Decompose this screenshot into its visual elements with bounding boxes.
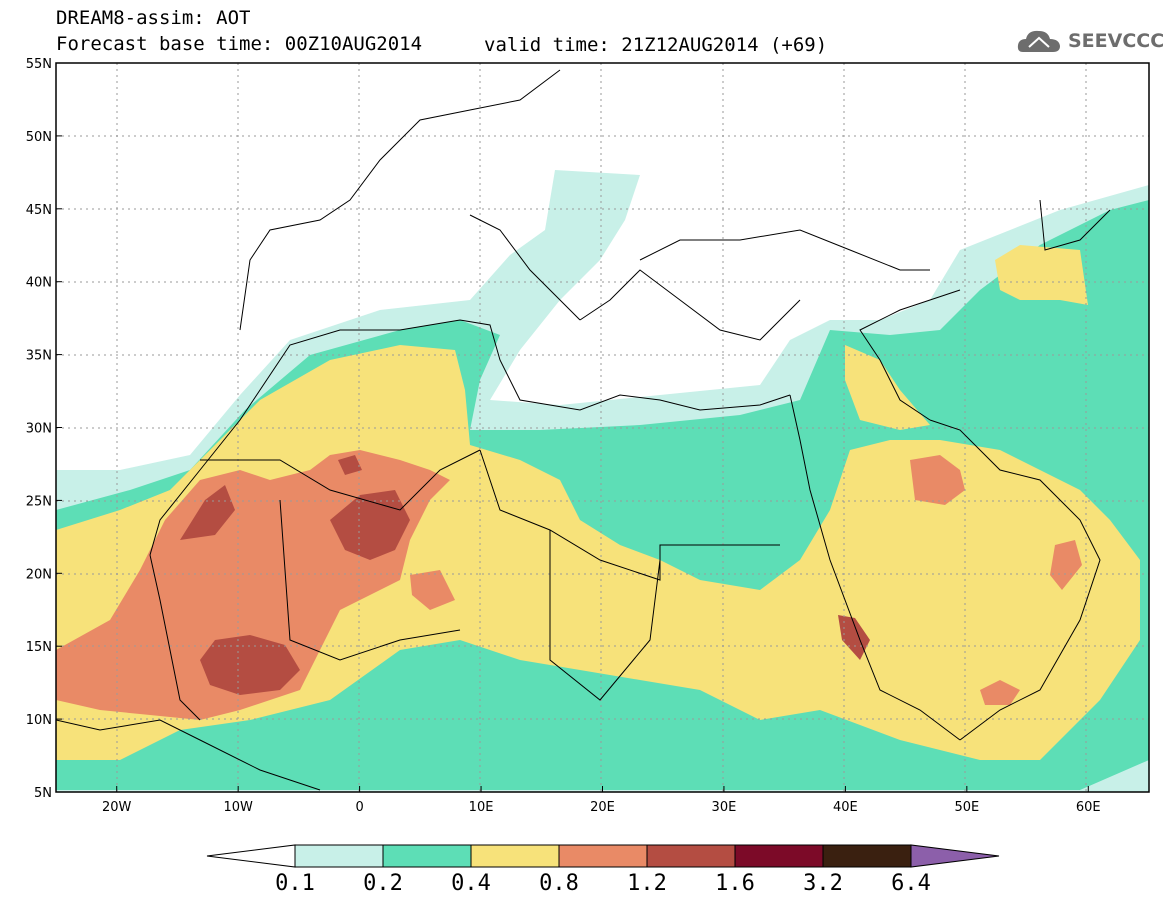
colorbar-label: 1.2 [627,871,667,896]
title-valid-time: valid time: 21Z12AUG2014 (+69) [484,34,828,56]
colorbar-low-arrow [206,844,296,868]
colorbar-swatch [646,844,736,868]
colorbar-label: 6.4 [891,871,931,896]
colorbar-label: 1.6 [715,871,755,896]
latitude-labels: 55N 50N 45N 40N 35N 30N 25N 20N 15N 10N 5N [26,57,62,801]
colorbar-swatch [294,844,384,868]
lon-tick-label: 30E [712,800,737,815]
logo-text: SEEVCCC [1068,30,1165,52]
colorbar-swatch [470,844,560,868]
lat-tick-label: 45N [26,203,52,218]
lon-tick-label: 20W [102,800,132,815]
lat-tick-label: 5N [34,786,52,801]
colorbar-label: 0.4 [451,871,491,896]
lat-tick-label: 35N [26,349,52,364]
lon-tick-label: 50E [954,800,979,815]
title-base-time: Forecast base time: 00Z10AUG2014 [56,33,423,55]
colorbar-label: 3.2 [803,871,843,896]
lon-tick-label: 10W [223,800,253,815]
lat-tick-label: 40N [26,276,52,291]
colorbar: 0.1 0.2 0.4 0.8 1.2 1.6 3.2 6.4 [206,844,1000,896]
cloud-icon [1017,30,1060,52]
lon-tick-label: 40E [833,800,858,815]
colorbar-swatch [734,844,824,868]
title-variable: DREAM8-assim: AOT [56,7,251,29]
graticule [56,63,1149,792]
lon-tick-label: 0 [355,800,363,815]
colorbar-label: 0.8 [539,871,579,896]
longitude-labels: 20W 10W 0 10E 20E 30E 40E 50E 60E [102,786,1101,815]
lat-tick-label: 10N [26,713,52,728]
lon-tick-label: 20E [590,800,615,815]
lat-tick-label: 15N [26,640,52,655]
lat-tick-label: 50N [26,130,52,145]
lon-tick-label: 60E [1076,800,1101,815]
colorbar-swatch [558,844,648,868]
colorbar-label: 0.2 [363,871,403,896]
lat-tick-label: 20N [26,567,52,582]
lat-tick-label: 55N [26,57,52,72]
colorbar-label: 0.1 [275,871,315,896]
lon-tick-label: 10E [469,800,494,815]
lat-tick-label: 25N [26,494,52,509]
coastlines [56,69,1111,791]
lat-tick-label: 30N [26,422,52,437]
colorbar-high-arrow [910,844,1000,868]
colorbar-swatch [822,844,912,868]
colorbar-swatch [382,844,472,868]
